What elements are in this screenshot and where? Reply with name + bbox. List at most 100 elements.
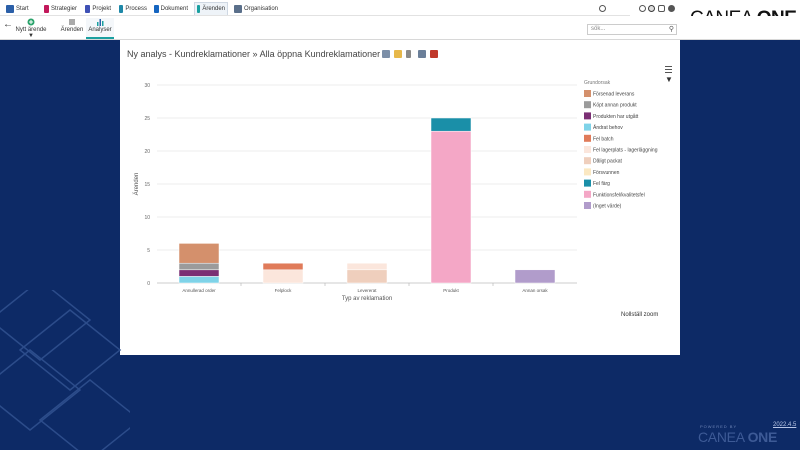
bar-segment — [178, 262, 220, 271]
nav-item[interactable]: Process — [117, 2, 149, 15]
bar-segment — [178, 276, 220, 284]
bar-segment — [514, 269, 556, 284]
legend-label: Köpt annan produkt — [593, 103, 637, 109]
nav-item-label: Dokument — [160, 5, 188, 12]
legend-label: Fel färg — [593, 181, 610, 187]
legend-title: Grundorsak — [584, 80, 611, 86]
legend-swatch — [584, 90, 591, 97]
caret-down-icon: ▼ — [28, 33, 34, 39]
background-decoration — [0, 290, 130, 450]
tab-arenden-label: Ärenden — [60, 27, 84, 33]
version-link[interactable]: 2022.4.5 — [773, 422, 797, 428]
x-tick-label: Annan orsak — [522, 288, 548, 293]
x-tick-label: Felplock — [275, 288, 293, 293]
analysis-panel: Ny analys - Kundreklamationer » Alla öpp… — [120, 40, 680, 355]
search-input[interactable]: sök... ⚲ — [587, 24, 677, 35]
new-case-label: Nytt ärende — [15, 27, 47, 33]
nav-module-icon — [85, 4, 91, 13]
tab-analyser-label: Analyser — [88, 27, 112, 33]
nav-item[interactable]: Dokument — [152, 2, 190, 15]
nav-module-icon — [6, 4, 14, 13]
help-icon[interactable] — [599, 5, 606, 12]
nav-module-icon — [197, 5, 201, 13]
bar-segment — [346, 262, 388, 271]
top-navigation: Start Strategier Projekt Process Dokument Äre… — [0, 0, 800, 16]
legend-label: Ändrat behov — [593, 124, 623, 131]
bar-segment — [430, 130, 472, 284]
legend-swatch — [584, 157, 591, 165]
palette-icon[interactable] — [648, 5, 655, 12]
nav-item-label: Ärenden — [202, 6, 225, 12]
reset-zoom-button[interactable]: Nollställ zoom — [621, 312, 659, 318]
stacked-bar-chart: 0 5 10 15 20 25 30 Ärenden Typ av reklamation Ann… — [133, 80, 658, 302]
nav-item[interactable]: Projekt — [83, 2, 113, 15]
legend-swatch — [584, 134, 591, 142]
legend-swatch — [584, 168, 591, 176]
y-tick-label: 5 — [147, 248, 150, 254]
bar-segment — [346, 269, 388, 284]
nav-module-icon — [234, 4, 242, 13]
chart-type-icon[interactable] — [382, 50, 390, 58]
legend-swatch — [584, 202, 591, 209]
back-arrow-icon[interactable]: ← — [3, 19, 13, 30]
export-icon[interactable] — [418, 50, 426, 58]
x-tick-label: Levererat — [357, 288, 377, 293]
action-bar: ← Nytt ärende ▼ Ärenden Analyser — [0, 16, 800, 40]
edit-icon[interactable] — [406, 50, 411, 58]
folder-icon[interactable] — [394, 50, 402, 58]
bar-segment — [262, 262, 304, 271]
footer-brand-logo: CANEA ONE — [698, 429, 778, 445]
legend-swatch — [584, 190, 591, 198]
bar-segment — [178, 269, 220, 277]
new-case-button[interactable]: Nytt ärende ▼ — [14, 18, 48, 39]
y-tick-label: 0 — [147, 281, 150, 287]
legend-label: Försvunnen — [593, 170, 620, 176]
pdf-icon[interactable] — [430, 50, 438, 58]
legend-swatch — [584, 112, 591, 120]
tab-analyser[interactable]: Analyser — [86, 18, 114, 39]
nav-item[interactable]: Organisation — [232, 2, 280, 15]
nav-module-icon — [44, 4, 49, 13]
bar-segment — [430, 117, 472, 132]
nav-item-label: Projekt — [92, 5, 111, 12]
y-tick-label: 10 — [144, 215, 150, 221]
nav-item[interactable]: Strategier — [42, 2, 79, 15]
nav-item[interactable]: Start — [4, 2, 38, 15]
filter-icon[interactable]: ▼ — [665, 75, 673, 84]
nav-module-icon — [154, 4, 159, 13]
page-title: Ny analys - Kundreklamationer » Alla öpp… — [127, 49, 381, 59]
y-tick-label: 25 — [144, 116, 150, 122]
user-avatar-icon[interactable] — [668, 5, 675, 12]
legend-label: Fel lagerplats - lagerläggning — [593, 148, 658, 154]
legend-swatch — [584, 101, 591, 109]
add-case-icon — [27, 18, 35, 26]
nav-item-label: Organisation — [243, 5, 278, 12]
legend-swatch — [584, 123, 591, 131]
list-icon — [69, 19, 75, 25]
x-axis-label: Typ av reklamation — [342, 296, 392, 302]
bar-chart-icon — [97, 19, 104, 26]
legend-label: Fel batch — [593, 136, 614, 142]
x-tick-label: Produkt — [443, 288, 459, 293]
nav-item-label: Strategier — [50, 5, 77, 12]
gear-icon[interactable] — [658, 5, 665, 12]
nav-module-icon — [119, 4, 124, 13]
y-tick-label: 30 — [144, 83, 150, 89]
legend-label: Funktionsfel/kvalitetsfel — [593, 192, 645, 198]
tab-arenden[interactable]: Ärenden — [60, 18, 84, 39]
nav-item[interactable]: Ärenden — [194, 2, 228, 15]
bar-segment — [262, 269, 304, 284]
legend-label: Produkten har utgått — [593, 113, 639, 120]
help-icon[interactable] — [639, 5, 646, 12]
y-tick-label: 15 — [144, 182, 150, 188]
powered-by-label: POWERED BY — [700, 424, 738, 429]
nav-item-label: Process — [125, 5, 147, 12]
legend-swatch — [584, 146, 591, 153]
legend-label: Försenad leverans — [593, 92, 635, 98]
x-tick-label: Annullerad order — [182, 288, 216, 293]
y-axis-label: Ärenden — [133, 173, 140, 196]
legend-label: (Inget värde) — [593, 204, 622, 210]
search-icon[interactable]: ⚲ — [668, 26, 674, 33]
chart-menu-icon[interactable] — [665, 66, 672, 75]
legend-label: Dåligt packat — [593, 158, 623, 165]
